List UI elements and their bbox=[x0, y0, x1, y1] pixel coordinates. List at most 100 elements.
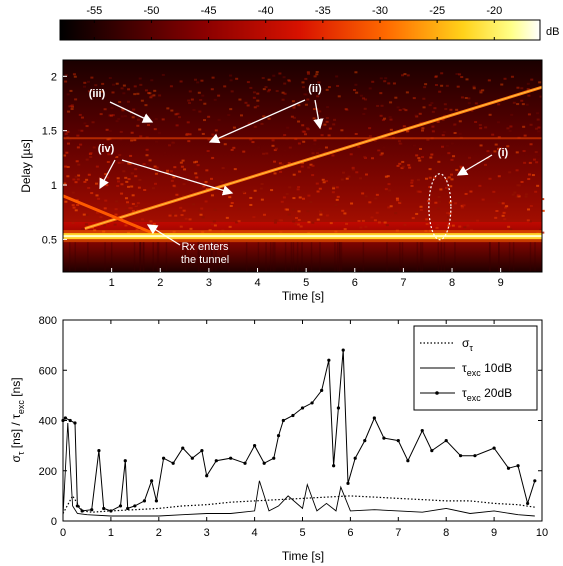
heatmap-speckle bbox=[362, 97, 366, 100]
heatmap-speckle bbox=[85, 178, 89, 181]
heatmap-speckle bbox=[311, 152, 315, 155]
line-ylabel-mid: [ns] / bbox=[9, 419, 23, 452]
heatmap-speckle bbox=[510, 75, 514, 78]
heatmap-speckle bbox=[64, 132, 68, 135]
heatmap-speckle bbox=[405, 130, 409, 133]
heatmap-speckle bbox=[397, 140, 401, 143]
heatmap-speckle bbox=[111, 91, 115, 94]
heatmap-speckle bbox=[539, 228, 543, 231]
heatmap-speckle bbox=[108, 130, 112, 133]
heatmap-speckle bbox=[320, 134, 324, 137]
heatmap-speckle bbox=[313, 139, 317, 142]
heatmap-speckle bbox=[116, 177, 120, 180]
heatmap-speckle bbox=[182, 183, 186, 186]
heatmap-speckle bbox=[252, 96, 256, 99]
heatmap-speckle bbox=[359, 226, 363, 229]
heatmap-speckle bbox=[506, 127, 510, 130]
heatmap-speckle bbox=[76, 178, 80, 181]
heatmap-speckle bbox=[140, 99, 144, 102]
heatmap-speckle bbox=[210, 194, 214, 197]
series-point bbox=[458, 454, 463, 458]
heatmap-speckle bbox=[537, 130, 541, 133]
heatmap-speckle bbox=[341, 209, 345, 212]
series-point bbox=[444, 439, 448, 443]
heatmap-speckle bbox=[287, 79, 291, 82]
heatmap-speckle bbox=[449, 185, 453, 188]
heatmap-speckle bbox=[66, 136, 70, 139]
rising-trace-core bbox=[84, 86, 543, 229]
heatmap-speckle bbox=[529, 143, 533, 146]
legend-box bbox=[413, 325, 538, 411]
heatmap-speckle bbox=[87, 186, 91, 189]
heatmap-speckle bbox=[274, 147, 278, 150]
line-xtick-label: 3 bbox=[204, 527, 210, 539]
series-point bbox=[506, 466, 511, 470]
heatmap-speckle bbox=[288, 146, 292, 149]
heatmap-speckle bbox=[354, 83, 358, 86]
heatmap-speckle bbox=[394, 212, 398, 215]
annotation-label-rx: Rx enters the tunnel bbox=[181, 241, 229, 266]
heatmap-streak bbox=[165, 242, 168, 272]
heatmap-speckle bbox=[374, 197, 378, 200]
heatmap-speckle bbox=[135, 228, 139, 231]
heatmap-xtick-label: 8 bbox=[449, 277, 455, 289]
heatmap-streak bbox=[416, 242, 419, 272]
heatmap-speckle bbox=[249, 86, 253, 89]
heatmap-speckle bbox=[444, 186, 448, 189]
heatmap-speckle bbox=[400, 167, 404, 170]
heatmap-speckle bbox=[90, 89, 94, 92]
heatmap-speckle bbox=[505, 205, 509, 208]
heatmap-speckle bbox=[76, 146, 80, 149]
heatmap-speckle bbox=[292, 173, 296, 176]
heatmap-speckle bbox=[386, 175, 390, 178]
heatmap-speckle bbox=[152, 223, 156, 226]
heatmap-speckle bbox=[308, 86, 312, 89]
heatmap-speckle bbox=[262, 213, 266, 216]
heatmap-speckle bbox=[70, 108, 74, 111]
heatmap-speckle bbox=[210, 88, 214, 91]
heatmap-speckle bbox=[99, 113, 103, 116]
heatmap-speckle bbox=[529, 204, 533, 207]
heatmap-speckle bbox=[377, 149, 381, 152]
heatmap-speckle bbox=[115, 120, 119, 123]
heatmap-streak bbox=[139, 242, 141, 272]
heatmap-speckle bbox=[440, 175, 444, 178]
heatmap-speckle bbox=[394, 96, 398, 99]
series-point bbox=[332, 464, 336, 468]
heatmap-speckle bbox=[325, 214, 329, 217]
colorbar-tick-label: -50 bbox=[143, 5, 159, 17]
heatmap-speckle bbox=[422, 97, 426, 100]
heatmap-speckle bbox=[71, 191, 75, 194]
heatmap-speckle bbox=[287, 162, 291, 165]
heatmap-streak bbox=[292, 242, 295, 272]
heatmap-speckle bbox=[453, 132, 457, 135]
heatmap-speckle bbox=[237, 207, 241, 210]
heatmap-streak bbox=[437, 242, 440, 272]
series-point bbox=[526, 501, 530, 506]
heatmap-speckle bbox=[210, 223, 214, 226]
heatmap-speckle bbox=[126, 100, 130, 103]
heatmap-speckle bbox=[190, 189, 194, 192]
series-point bbox=[118, 504, 123, 508]
series-point bbox=[406, 459, 410, 463]
heatmap-speckle bbox=[446, 212, 450, 215]
heatmap-speckle bbox=[85, 125, 89, 128]
annotation-label-rx-line: Rx enters bbox=[181, 241, 229, 253]
heatmap-speckle bbox=[450, 158, 454, 161]
heatmap-speckle bbox=[66, 130, 70, 133]
heatmap-speckle bbox=[297, 120, 301, 123]
series-point bbox=[341, 348, 345, 352]
heatmap-speckle bbox=[66, 165, 70, 168]
heatmap-speckle bbox=[168, 144, 172, 147]
heatmap-speckle bbox=[344, 108, 348, 111]
heatmap-speckle bbox=[349, 153, 353, 156]
heatmap-speckle bbox=[428, 176, 432, 179]
heatmap-speckle bbox=[201, 216, 205, 219]
heatmap-speckle bbox=[300, 139, 304, 142]
heatmap-speckle bbox=[223, 85, 227, 88]
heatmap-speckle bbox=[318, 147, 322, 150]
heatmap-speckle bbox=[399, 200, 403, 203]
heatmap-speckle bbox=[516, 103, 520, 106]
heatmap-speckle bbox=[492, 190, 496, 193]
heatmap-speckle bbox=[464, 97, 468, 100]
